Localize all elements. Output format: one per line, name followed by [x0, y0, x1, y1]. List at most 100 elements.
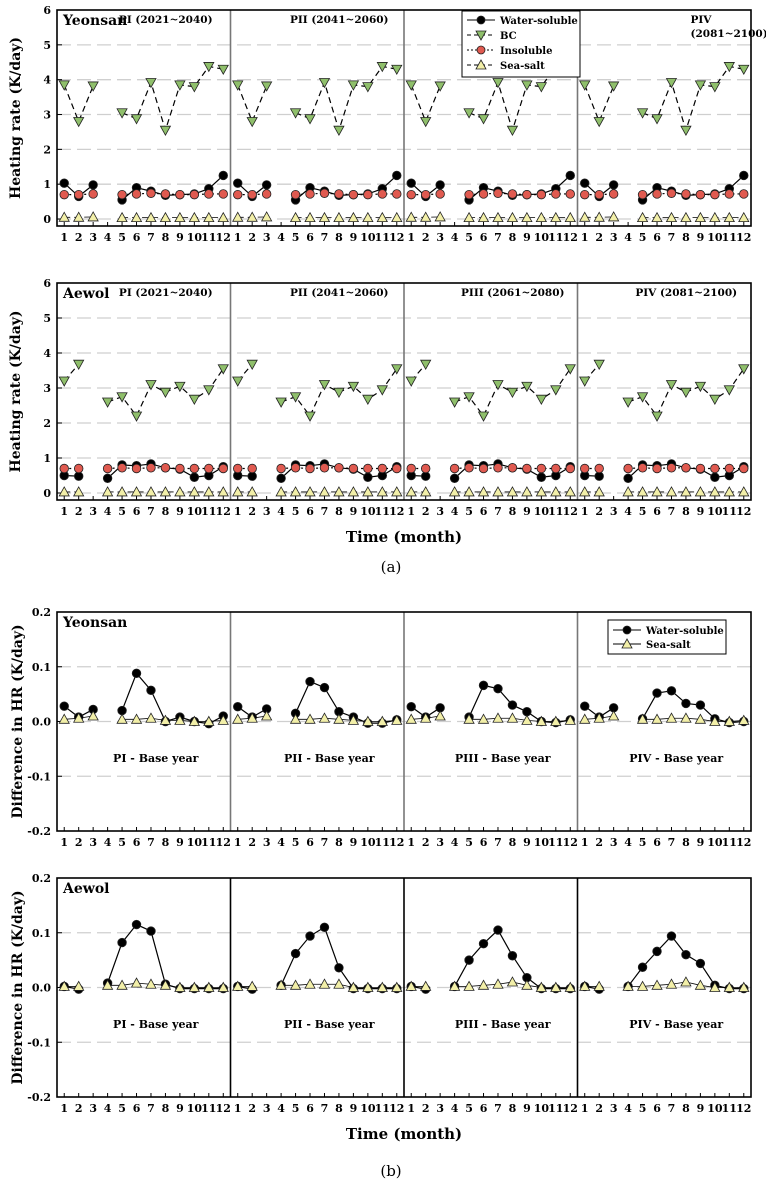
data-point-sea-salt	[305, 213, 315, 222]
data-point-insoluble	[739, 190, 748, 199]
data-point-sea-salt	[493, 487, 503, 496]
data-point-sea-salt	[435, 711, 445, 720]
x-tick-label: 1	[407, 231, 415, 244]
data-point-bc	[160, 126, 170, 135]
legend-label: Insoluble	[500, 46, 552, 57]
x-tick-label: 1	[60, 231, 68, 244]
y-tick-label: 2	[43, 143, 51, 156]
data-point-sea-salt	[132, 213, 142, 222]
x-tick-label: 3	[263, 505, 271, 518]
data-point-bc	[479, 115, 489, 124]
data-point-sea-salt	[666, 487, 676, 496]
data-point-sea-salt	[406, 212, 416, 221]
data-point-bc	[666, 78, 676, 87]
data-point-sea-salt	[291, 487, 301, 496]
data-point-sea-salt	[681, 487, 691, 496]
data-point-sea-salt	[59, 487, 69, 496]
data-point-bc	[392, 365, 402, 374]
y-tick-label: 4	[43, 74, 51, 87]
data-point-sea-salt	[305, 487, 315, 496]
data-point-insoluble	[147, 189, 156, 198]
x-tick-label: 1	[407, 505, 415, 518]
data-point-insoluble	[306, 464, 315, 473]
data-point-insoluble	[161, 190, 170, 199]
data-point-bc	[652, 115, 662, 124]
y-axis-label: Difference in HR (K/day)	[10, 624, 26, 818]
data-point-sea-salt	[117, 213, 127, 222]
x-tick-label: 8	[509, 1102, 517, 1115]
data-point-sea-salt	[319, 487, 329, 496]
x-tick-label: 9	[176, 1102, 184, 1115]
period-label: PIII - Base year	[455, 752, 551, 765]
data-point-sea-salt	[262, 212, 272, 221]
x-tick-label: 7	[668, 505, 676, 518]
data-point-insoluble	[118, 190, 127, 199]
x-tick-label: 12	[389, 231, 404, 244]
data-point-water-soluble	[580, 702, 589, 711]
y-tick-label: 0	[43, 213, 51, 226]
x-tick-label: 2	[422, 231, 430, 244]
data-point-bc	[493, 78, 503, 87]
data-point-insoluble	[248, 464, 257, 473]
station-label: Yeonsan	[62, 13, 127, 29]
data-point-sea-salt	[392, 487, 402, 496]
x-tick-label: 7	[147, 505, 155, 518]
data-point-insoluble	[479, 464, 488, 473]
x-tick-label: 4	[104, 1102, 112, 1115]
x-tick-label: 2	[75, 231, 83, 244]
data-point-insoluble	[161, 464, 170, 473]
data-point-water-soluble	[580, 179, 589, 188]
data-point-sea-salt	[247, 981, 257, 990]
x-tick-label: 3	[89, 505, 97, 518]
data-point-sea-salt	[507, 487, 517, 496]
y-tick-label: 0.2	[32, 606, 51, 619]
data-point-water-soluble	[653, 689, 662, 698]
data-point-water-soluble	[653, 947, 662, 956]
x-tick-label: 7	[321, 1102, 329, 1115]
data-point-sea-salt	[392, 213, 402, 222]
data-point-sea-salt	[132, 487, 142, 496]
x-tick-label: 12	[216, 1102, 231, 1115]
data-point-bc	[536, 395, 546, 404]
x-tick-label: 3	[89, 836, 97, 849]
data-point-sea-salt	[493, 213, 503, 222]
period-label: PIV (2081~2100)	[635, 287, 737, 299]
data-point-sea-salt	[406, 487, 416, 496]
x-tick-label: 4	[104, 836, 112, 849]
data-point-sea-salt	[421, 212, 431, 221]
data-point-sea-salt	[551, 213, 561, 222]
x-tick-label: 10	[360, 836, 376, 849]
data-point-bc	[132, 412, 142, 421]
data-point-insoluble	[407, 190, 416, 199]
x-tick-label: 6	[480, 505, 488, 518]
data-point-bc	[565, 365, 575, 374]
data-point-water-soluble	[407, 702, 416, 711]
data-point-bc	[392, 65, 402, 74]
data-point-insoluble	[682, 190, 691, 199]
x-tick-label: 2	[595, 505, 603, 518]
data-point-sea-salt	[377, 213, 387, 222]
x-tick-label: 6	[653, 1102, 661, 1115]
data-point-sea-salt	[305, 979, 315, 988]
data-point-bc	[464, 109, 474, 118]
x-tick-label: 4	[277, 836, 285, 849]
x-tick-label: 3	[610, 231, 618, 244]
data-point-sea-salt	[710, 213, 720, 222]
x-tick-label: 6	[480, 1102, 488, 1115]
data-point-insoluble	[306, 190, 315, 199]
data-point-bc	[363, 395, 373, 404]
data-point-sea-salt	[681, 213, 691, 222]
data-point-sea-salt	[594, 212, 604, 221]
data-point-water-soluble	[118, 938, 127, 947]
data-point-insoluble	[262, 190, 271, 199]
x-tick-label: 8	[162, 231, 170, 244]
data-point-sea-salt	[334, 487, 344, 496]
data-point-insoluble	[219, 464, 228, 473]
data-point-insoluble	[725, 464, 734, 473]
data-point-sea-salt	[638, 487, 648, 496]
x-tick-label: 9	[176, 505, 184, 518]
y-tick-label: 1	[43, 452, 51, 465]
period-label: PIII - Base year	[455, 1018, 551, 1031]
data-point-insoluble	[552, 464, 561, 473]
